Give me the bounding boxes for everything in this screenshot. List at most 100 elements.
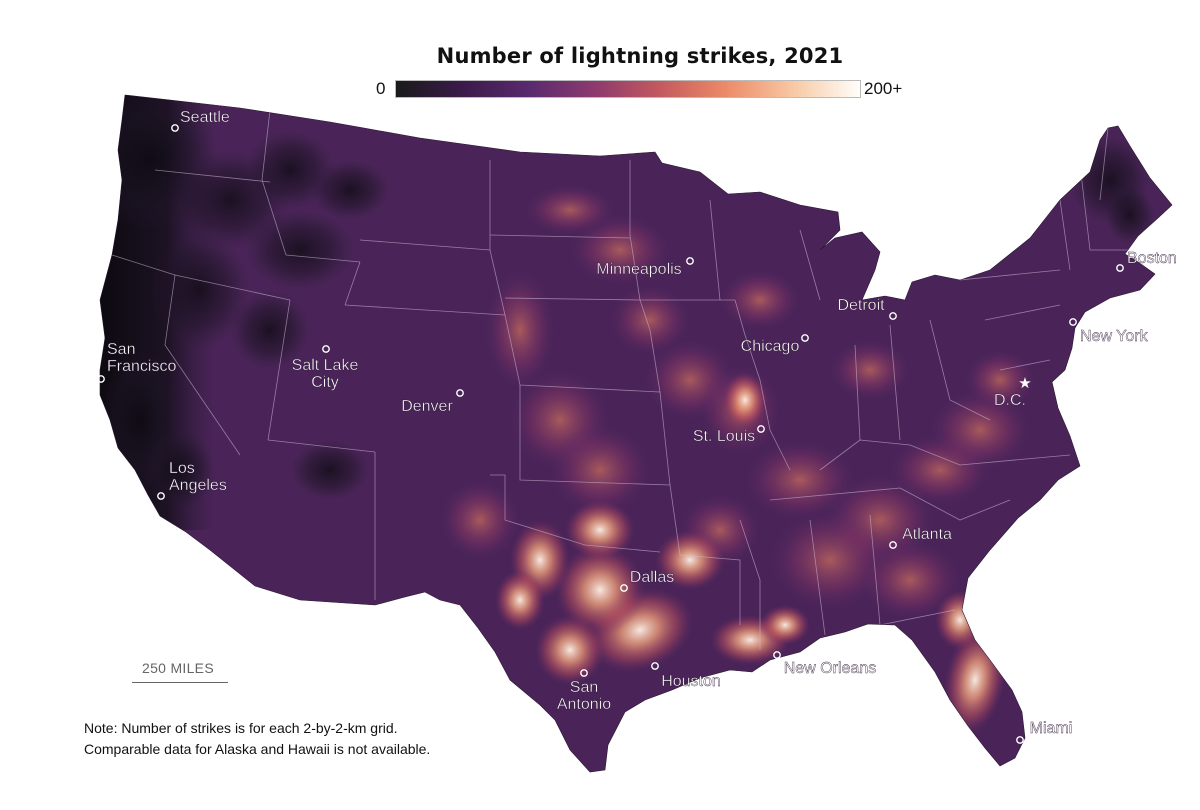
city-detroit: Detroit xyxy=(837,297,897,320)
density-patch xyxy=(860,540,960,620)
state-border-line xyxy=(899,487,1011,521)
state-borders xyxy=(111,109,1140,650)
state-border-line xyxy=(154,169,271,183)
city-label: Salt Lake City xyxy=(292,357,359,391)
state-border-line xyxy=(174,274,291,301)
state-border-line xyxy=(285,254,361,263)
density-patch xyxy=(1105,185,1155,245)
density-patch xyxy=(290,440,370,500)
city-dot-icon xyxy=(97,375,105,383)
city-label: San Antonio xyxy=(557,679,611,713)
density-patch xyxy=(555,545,645,635)
density-patch xyxy=(720,270,800,330)
map-note: Note: Number of strikes is for each 2-by… xyxy=(84,718,430,760)
city-dot-icon xyxy=(1016,736,1024,744)
city-label: San Francisco xyxy=(107,341,176,375)
city-dot-icon xyxy=(456,389,464,397)
map-title: Number of lightning strikes, 2021 xyxy=(436,44,844,68)
state-border-line xyxy=(869,514,881,626)
density-patch xyxy=(525,185,615,235)
city-new-orleans: New Orleans xyxy=(773,651,876,677)
city-dot-icon xyxy=(1116,264,1124,272)
state-border-line xyxy=(809,519,826,636)
state-border-line xyxy=(679,554,741,625)
density-patch xyxy=(230,290,310,370)
density-patch xyxy=(570,215,670,285)
state-border-line xyxy=(799,229,821,301)
city-dot-icon xyxy=(651,662,659,670)
note-line-1: Note: Number of strikes is for each 2-by… xyxy=(84,720,398,736)
state-border-line xyxy=(734,299,791,471)
city-label: Seattle xyxy=(180,109,230,126)
city-dot-icon xyxy=(801,334,809,342)
state-border-line xyxy=(709,199,721,301)
city-boston: Boston xyxy=(1116,250,1177,272)
city-minneapolis: Minneapolis xyxy=(596,257,694,278)
city-label: Houston xyxy=(661,673,721,690)
density-patch xyxy=(655,530,725,590)
city-atlanta: Atlanta xyxy=(889,526,952,549)
city-dot-icon xyxy=(157,492,165,500)
density-patch xyxy=(440,480,520,560)
legend-color-scale xyxy=(395,80,861,98)
city-dot-icon xyxy=(620,584,628,592)
density-patch xyxy=(610,285,690,355)
state-border-line xyxy=(267,439,376,453)
density-patch xyxy=(760,605,810,645)
density-patch xyxy=(245,210,355,290)
city-d-c: ★D.C. xyxy=(994,375,1032,409)
state-border-line xyxy=(489,234,631,239)
state-border-line xyxy=(629,160,651,331)
density-patch xyxy=(150,230,250,350)
density-patch xyxy=(535,615,605,685)
state-border-line xyxy=(267,299,291,441)
city-dot-icon xyxy=(889,312,897,320)
density-patch xyxy=(935,590,985,650)
city-label: Detroit xyxy=(837,297,885,314)
density-patch xyxy=(550,425,650,515)
city-label: Chicago xyxy=(741,338,800,355)
density-patch xyxy=(770,510,890,610)
legend-max-label: 200+ xyxy=(864,79,903,98)
state-border-line xyxy=(519,385,671,486)
city-new-york: New York xyxy=(1069,318,1149,345)
city-label: Miami xyxy=(1030,720,1073,737)
city-label: Atlanta xyxy=(902,526,952,543)
city-san-antonio: San Antonio xyxy=(557,669,611,713)
density-patch xyxy=(485,270,555,390)
city-dot-icon xyxy=(580,669,588,677)
state-border-line xyxy=(859,439,1071,466)
state-border-line xyxy=(739,519,761,650)
note-line-2: Comparable data for Alaska and Hawaii is… xyxy=(84,741,431,757)
city-dot-icon xyxy=(171,124,179,132)
city-labels: Seattle San Francisco Los Angeles Salt Lake Ci… xyxy=(97,109,1177,744)
state-border-line xyxy=(999,359,1051,371)
state-border-line xyxy=(769,487,901,501)
state-border-line xyxy=(929,319,991,421)
city-label: New Orleans xyxy=(784,660,876,677)
city-dallas: Dallas xyxy=(620,569,674,592)
city-label: Denver xyxy=(401,398,453,415)
state-border-line xyxy=(489,160,506,316)
city-label: D.C. xyxy=(994,392,1026,409)
density-patch xyxy=(965,350,1035,410)
state-border-line xyxy=(879,609,956,626)
density-patch xyxy=(310,160,390,220)
state-border-line xyxy=(490,474,661,553)
state-border-line xyxy=(344,261,361,306)
city-miami: Miami xyxy=(1016,720,1073,744)
city-dot-icon xyxy=(757,425,765,433)
city-label: St. Louis xyxy=(693,428,755,445)
city-label: Minneapolis xyxy=(596,261,681,278)
city-san-francisco: San Francisco xyxy=(97,341,177,383)
city-salt-lake-city: Salt Lake City xyxy=(291,345,359,391)
density-patch xyxy=(495,570,545,630)
density-patch xyxy=(723,372,767,428)
city-label: Dallas xyxy=(630,569,674,586)
legend-min-label: 0 xyxy=(376,79,386,98)
state-border-line xyxy=(959,269,1061,281)
city-dot-icon xyxy=(889,541,897,549)
us-outline xyxy=(99,94,1173,773)
